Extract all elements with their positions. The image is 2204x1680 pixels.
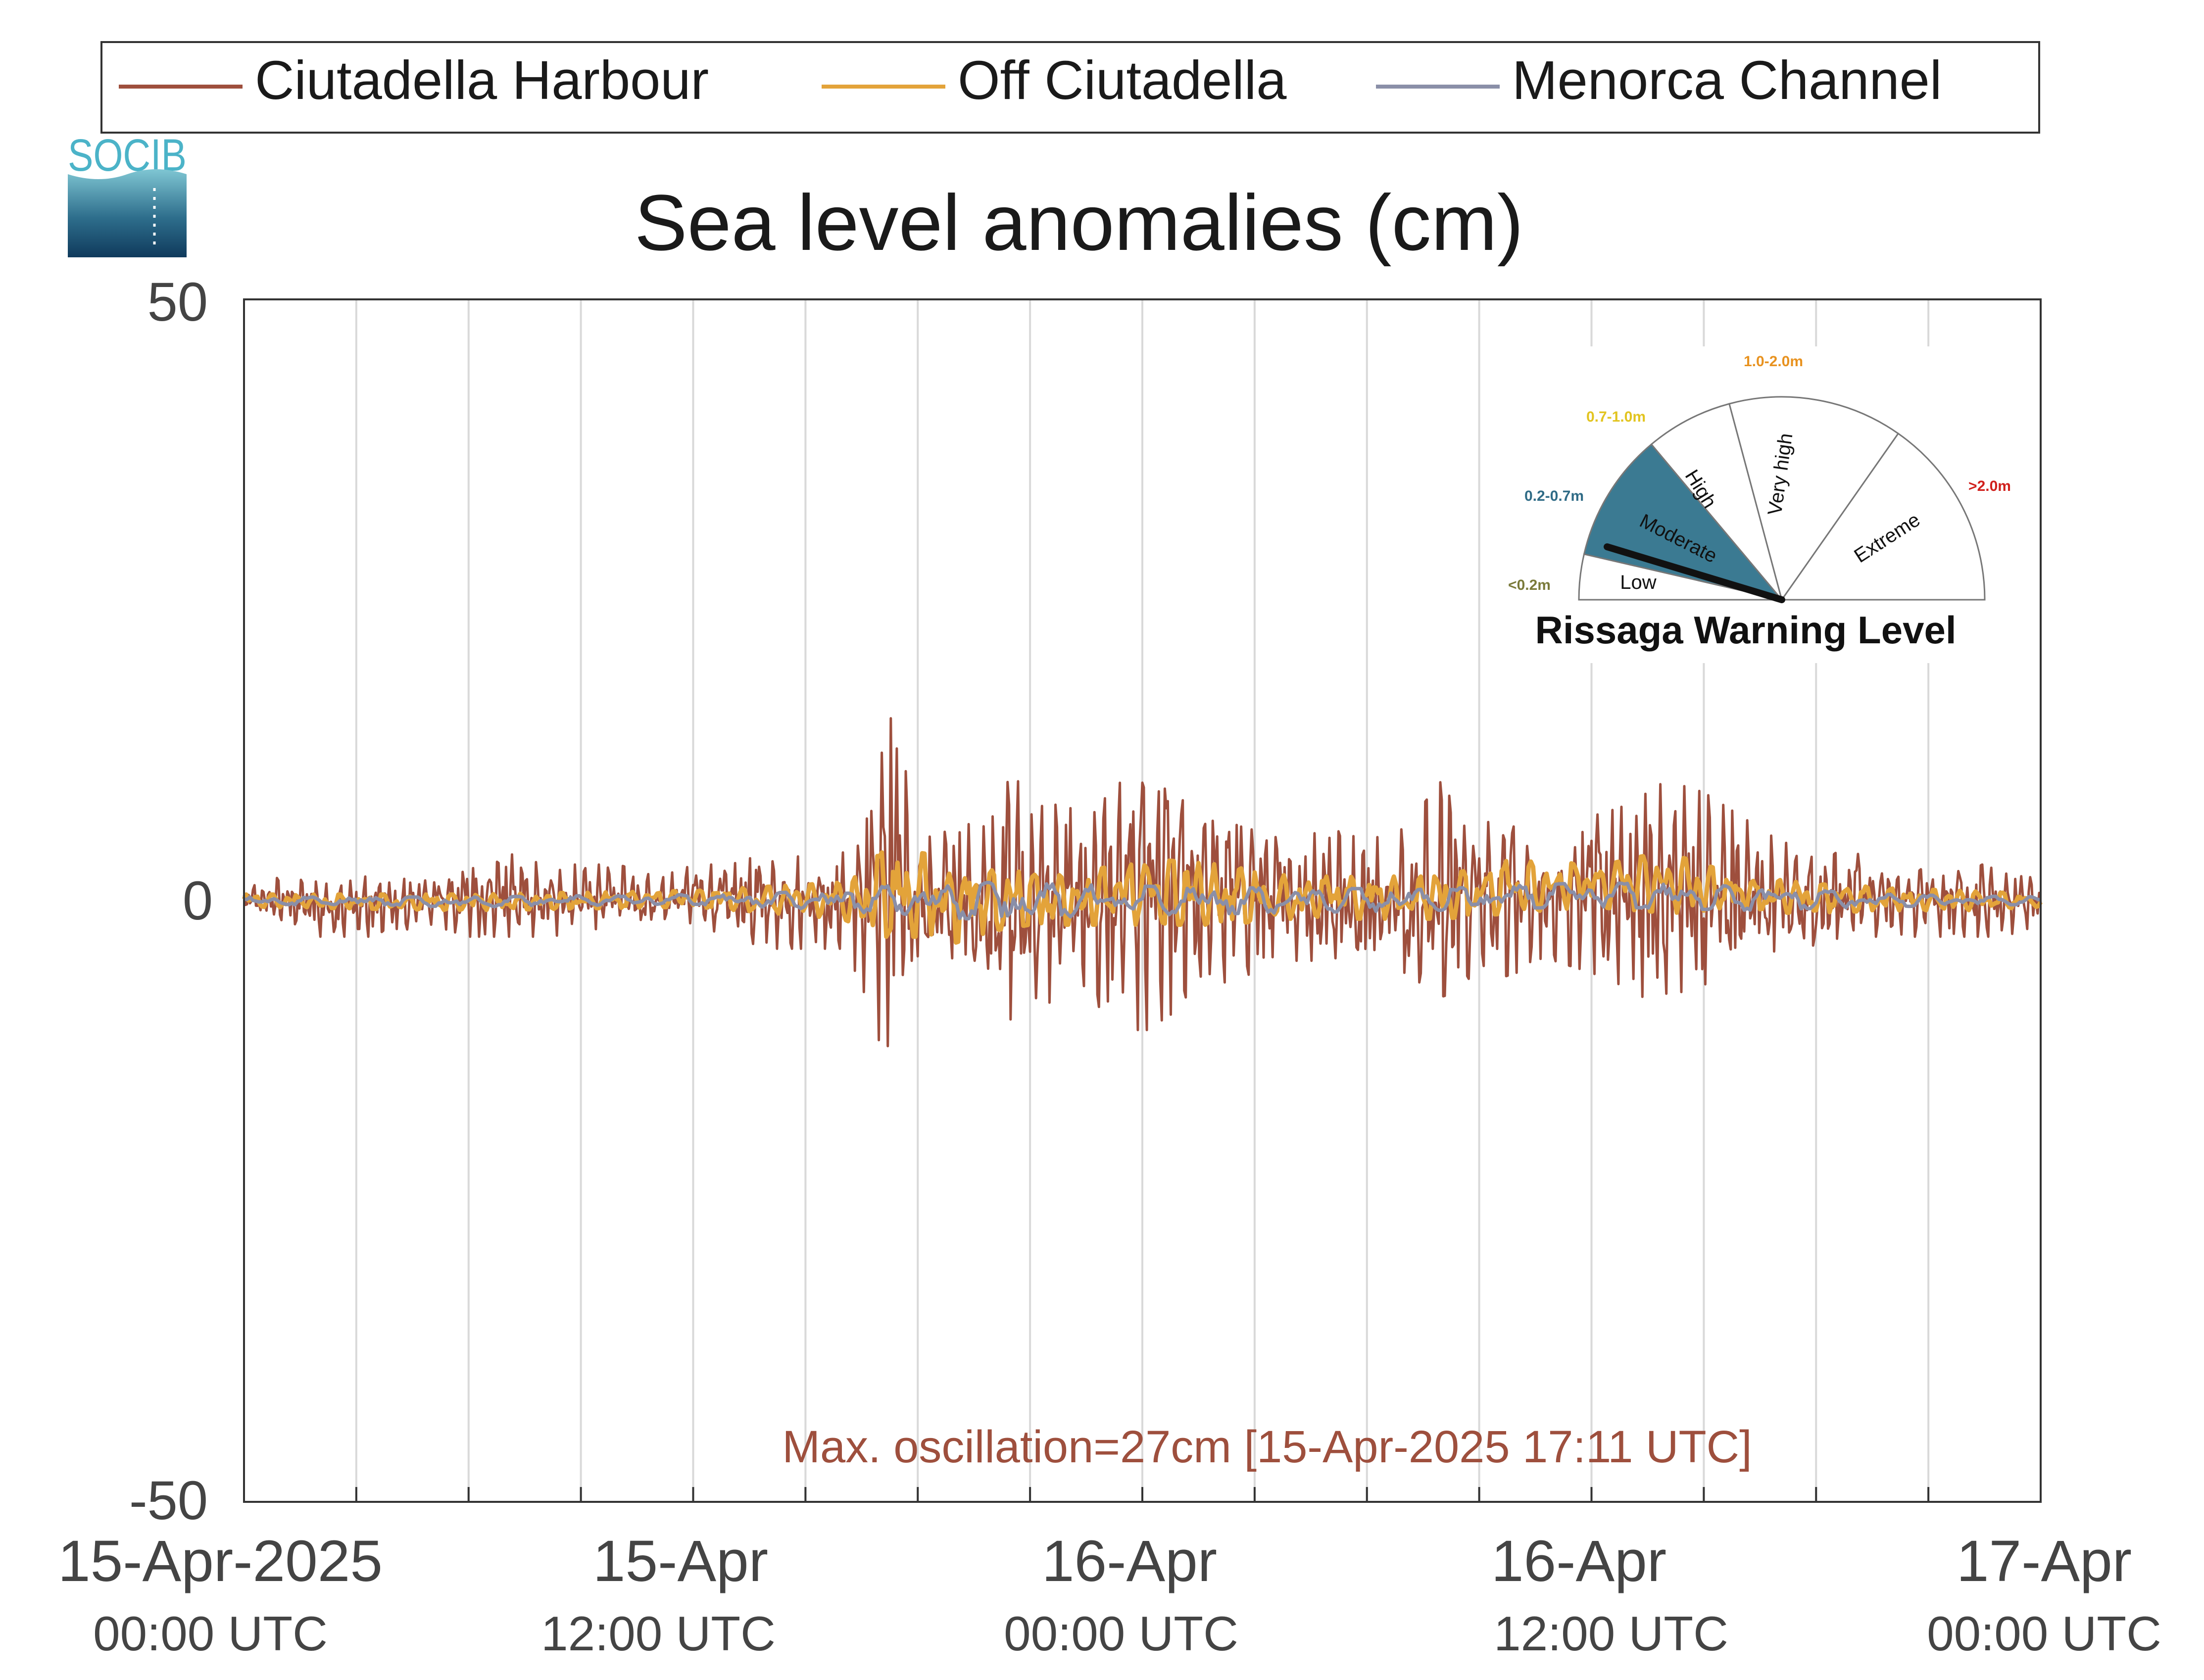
y-tick-label-minus50: -50 bbox=[129, 1470, 208, 1531]
legend-label-0: Ciutadella Harbour bbox=[255, 50, 709, 111]
gauge-range-low: <0.2m bbox=[1508, 577, 1551, 593]
series-layer bbox=[242, 717, 2043, 1048]
gauge-range-very-high: 1.0-2.0m bbox=[1744, 353, 1803, 370]
legend: Ciutadella Harbour Off Ciutadella Menorc… bbox=[100, 41, 2040, 134]
x-tick-label-0-time: 00:00 UTC bbox=[93, 1606, 328, 1661]
x-tick-label-4-time: 00:00 UTC bbox=[1927, 1606, 2161, 1661]
rissaga-gauge: Low Moderate High Very high Extreme <0.2… bbox=[1495, 346, 2029, 663]
x-tick-label-3-time: 12:00 UTC bbox=[1494, 1606, 1728, 1661]
gauge-needle bbox=[1604, 543, 1785, 603]
x-tick-label-3-date: 16-Apr bbox=[1491, 1529, 1666, 1594]
chart-title: Sea level anomalies (cm) bbox=[635, 178, 1523, 267]
gauge-sector-3 bbox=[1728, 396, 1900, 602]
x-tick-label-4-date: 17-Apr bbox=[1957, 1529, 2132, 1594]
gauge-sector-1 bbox=[1583, 443, 1784, 601]
gauge-title: Rissaga Warning Level bbox=[1535, 608, 1956, 652]
logo-wave bbox=[68, 169, 187, 257]
gauge-sectors bbox=[1578, 396, 1986, 602]
x-tick-labels: 15-Apr-2025 00:00 UTC 15-Apr 12:00 UTC 1… bbox=[58, 1529, 2161, 1661]
legend-label-2: Menorca Channel bbox=[1512, 50, 1942, 111]
series-line-0 bbox=[243, 717, 2042, 1048]
gauge-range-moderate: 0.2-0.7m bbox=[1524, 488, 1584, 504]
gauge-sector-2 bbox=[1650, 403, 1783, 600]
x-tick-label-1-time: 12:00 UTC bbox=[541, 1606, 776, 1661]
legend-entry-1: Off Ciutadella bbox=[822, 50, 1287, 111]
gauge-sector-4 bbox=[1780, 432, 1986, 601]
legend-frame bbox=[100, 41, 2040, 134]
socib-logo: SOCIB bbox=[68, 130, 187, 257]
legend-entry-2: Menorca Channel bbox=[1376, 50, 1942, 111]
gauge-range-extreme: >2.0m bbox=[1968, 478, 2011, 494]
x-tick-marks bbox=[243, 1487, 2042, 1502]
x-tick-label-2-time: 00:00 UTC bbox=[1004, 1606, 1238, 1661]
gauge-label-low: Low bbox=[1620, 572, 1656, 593]
x-tick-label-1-date: 15-Apr bbox=[593, 1529, 768, 1594]
gauge-range-labels: <0.2m 0.2-0.7m 0.7-1.0m 1.0-2.0m >2.0m bbox=[1508, 353, 2011, 593]
legend-label-1: Off Ciutadella bbox=[958, 50, 1287, 111]
legend-entry-0: Ciutadella Harbour bbox=[119, 50, 709, 111]
y-tick-label-50: 50 bbox=[147, 272, 208, 333]
gauge-range-high: 0.7-1.0m bbox=[1586, 409, 1646, 425]
y-tick-label-0: 0 bbox=[183, 870, 213, 931]
series-line-2 bbox=[244, 881, 2041, 920]
x-tick-label-0-date: 15-Apr-2025 bbox=[58, 1529, 383, 1594]
max-oscillation-annotation: Max. oscillation=27cm [15-Apr-2025 17:11… bbox=[782, 1422, 1752, 1472]
x-tick-label-2-date: 16-Apr bbox=[1042, 1529, 1217, 1594]
